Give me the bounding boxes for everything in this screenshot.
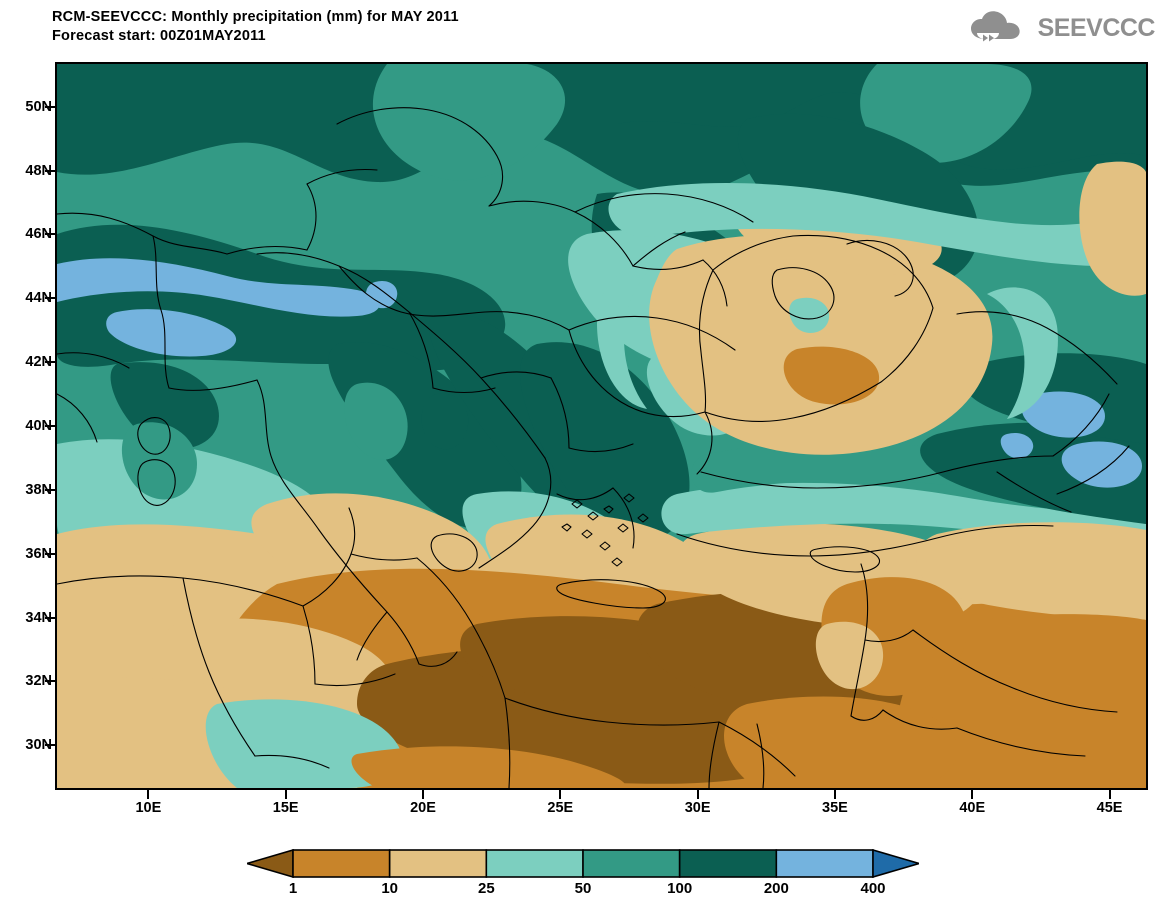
y-axis-tick-44N: 44N xyxy=(25,290,52,307)
x-axis-tick-mark xyxy=(559,790,562,799)
y-axis-tick-50N: 50N xyxy=(25,98,52,115)
y-axis-tick-36N: 36N xyxy=(25,545,52,562)
y-axis-tick-38N: 38N xyxy=(25,481,52,498)
colorbar-tick-10: 10 xyxy=(381,880,398,897)
chart-header: RCM-SEEVCCC: Monthly precipitation (mm) … xyxy=(52,8,752,46)
colorbar-band xyxy=(775,849,874,878)
y-axis-tick-34N: 34N xyxy=(25,609,52,626)
x-axis-tick-20E: 20E xyxy=(410,800,436,816)
colorbar-band xyxy=(678,849,778,878)
precipitation-map xyxy=(55,62,1148,790)
x-axis-tick-mark xyxy=(696,790,699,799)
y-axis-tick-mark xyxy=(45,233,55,236)
x-axis-tick-30E: 30E xyxy=(684,800,711,816)
colorbar-band xyxy=(485,849,584,878)
colorbar-tick-1: 1 xyxy=(288,880,298,897)
page-title: RCM-SEEVCCC: Monthly precipitation (mm) … xyxy=(52,9,459,25)
x-axis-tick-mark xyxy=(1108,790,1111,799)
colorbar-band xyxy=(247,849,294,878)
cloud-with-arrows-icon xyxy=(970,11,1020,42)
y-axis-tick-40N: 40N xyxy=(25,418,52,434)
y-axis-tick-46N: 46N xyxy=(25,226,52,243)
y-axis-tick-mark xyxy=(45,169,55,172)
x-axis-tick-45E: 45E xyxy=(1096,800,1123,816)
x-axis-tick-15E: 15E xyxy=(272,800,299,816)
y-axis-tick-32N: 32N xyxy=(25,673,52,690)
y-axis-tick-mark xyxy=(45,105,55,108)
x-axis-tick-mark xyxy=(833,790,836,799)
x-axis-tick-mark xyxy=(147,790,150,799)
x-axis-tick-mark xyxy=(284,790,287,799)
y-axis-tick-mark xyxy=(45,425,55,427)
colorbar: 1 10 25 50 100 200 400 xyxy=(0,849,1165,907)
map-contours xyxy=(57,64,1146,788)
colorbar-band xyxy=(388,849,488,878)
colorbar-band xyxy=(582,849,681,878)
colorbar-tick-200: 200 xyxy=(763,880,789,897)
y-axis-tick-30N: 30N xyxy=(25,737,52,754)
y-axis-tick-mark xyxy=(45,552,55,555)
colorbar-tick-100: 100 xyxy=(667,880,693,897)
y-axis-tick-mark xyxy=(45,297,55,300)
forecast-start-label: Forecast start: 00Z01MAY2011 xyxy=(52,28,266,44)
y-axis-tick-mark xyxy=(45,744,55,747)
colorbar-tick-50: 50 xyxy=(574,880,592,897)
colorbar-swatches xyxy=(247,849,919,878)
y-axis-tick-mark xyxy=(45,488,55,491)
colorbar-tick-400: 400 xyxy=(860,880,886,897)
x-axis-tick-35E: 35E xyxy=(822,800,848,816)
x-axis-tick-mark xyxy=(421,790,424,799)
logo-text: SEEVCCC xyxy=(1037,13,1156,42)
x-axis-tick-40E: 40E xyxy=(959,800,986,816)
x-axis-tick-25E: 25E xyxy=(547,800,574,816)
colorbar-band xyxy=(292,849,391,878)
y-axis-tick-48N: 48N xyxy=(25,162,52,179)
y-axis-tick-mark xyxy=(45,680,55,683)
x-axis-tick-mark xyxy=(971,790,974,799)
colorbar-band xyxy=(872,849,919,878)
y-axis-tick-42N: 42N xyxy=(25,354,52,371)
y-axis-tick-mark xyxy=(45,616,55,619)
colorbar-tick-25: 25 xyxy=(477,880,495,897)
y-axis-tick-mark xyxy=(45,361,55,364)
seevccc-logo: SEEVCCC xyxy=(969,8,1156,48)
x-axis-tick-10E: 10E xyxy=(135,800,162,816)
